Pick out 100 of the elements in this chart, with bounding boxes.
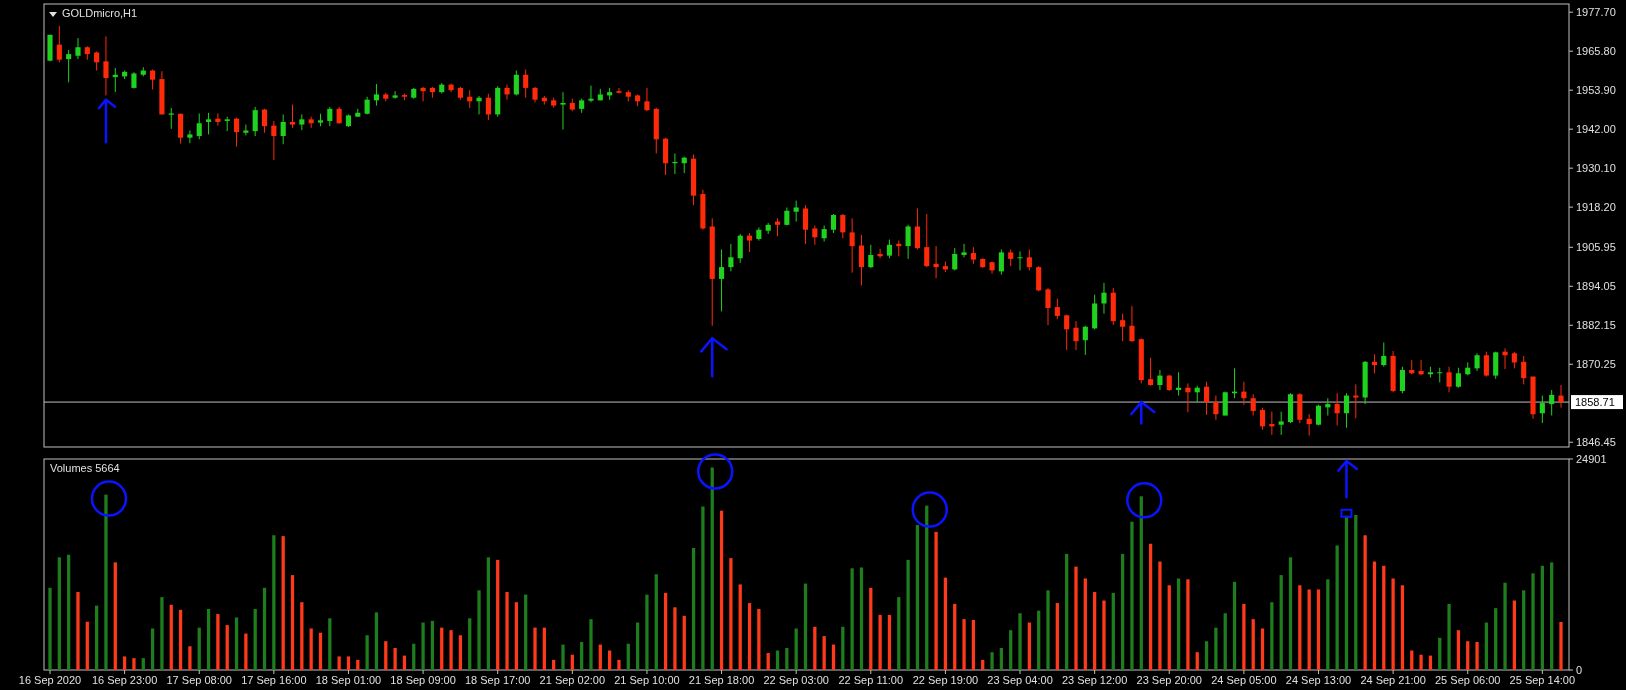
- bar: [505, 592, 509, 670]
- candlestick: [271, 120, 277, 161]
- y-tick-label: 1918.20: [1576, 201, 1616, 213]
- bar: [374, 612, 379, 670]
- candlestick: [1343, 392, 1350, 429]
- bar: [1148, 543, 1153, 670]
- bar: [234, 617, 239, 670]
- y-tick-label: 1930.10: [1576, 162, 1616, 175]
- candlestick: [1101, 282, 1107, 315]
- candlestick: [1455, 367, 1461, 389]
- candlestick: [1549, 389, 1555, 417]
- candlestick: [233, 117, 240, 148]
- candlestick: [1064, 314, 1070, 351]
- bar: [1382, 565, 1386, 670]
- x-tick-label: 23 Sep 20:00: [1136, 674, 1202, 686]
- bar: [1176, 578, 1181, 670]
- y-tick-label: 1965.80: [1576, 45, 1616, 58]
- bar: [216, 614, 220, 670]
- bar: [1494, 608, 1498, 670]
- bar: [943, 577, 948, 670]
- bar: [188, 646, 192, 670]
- candlestick: [998, 248, 1004, 276]
- bar: [981, 659, 985, 670]
- bar: [663, 592, 668, 670]
- bar: [1391, 578, 1395, 670]
- bar: [1326, 579, 1330, 670]
- bar: [514, 602, 518, 670]
- bar: [822, 636, 826, 670]
- bar: [1559, 622, 1563, 670]
- y-tick-label: 1870.25: [1576, 358, 1616, 371]
- candlestick: [513, 70, 519, 96]
- bar: [738, 584, 742, 670]
- bar: [1400, 585, 1405, 670]
- candlestick: [1054, 298, 1060, 320]
- candlestick: [1493, 351, 1499, 380]
- bar: [1419, 654, 1423, 670]
- candlestick: [1120, 313, 1126, 342]
- bar: [561, 644, 565, 670]
- candlestick: [644, 87, 650, 112]
- bar: [682, 615, 686, 670]
- bar: [598, 644, 602, 670]
- bar: [1083, 578, 1087, 670]
- candlestick: [1334, 392, 1340, 426]
- bar: [1279, 575, 1283, 670]
- bar: [272, 535, 276, 670]
- bar: [384, 641, 388, 670]
- bar: [468, 618, 472, 670]
- candlestick: [56, 25, 62, 63]
- candlestick: [1148, 357, 1154, 387]
- x-tick-label: 17 Sep 16:00: [241, 674, 307, 686]
- bar: [1027, 622, 1031, 670]
- x-tick-label: 16 Sep 2020: [18, 674, 82, 686]
- candlestick: [280, 113, 286, 145]
- bar: [1372, 561, 1377, 670]
- x-tick-label: 24 Sep 13:00: [1285, 674, 1352, 686]
- bar: [691, 547, 696, 670]
- bar: [580, 642, 584, 670]
- bar: [1316, 589, 1321, 670]
- bar: [570, 654, 574, 670]
- bar: [1475, 642, 1479, 670]
- bar: [1298, 585, 1302, 670]
- candlestick: [1502, 347, 1508, 370]
- bar: [1093, 592, 1097, 670]
- candlestick: [392, 90, 398, 100]
- bar: [999, 647, 1003, 670]
- candlestick: [261, 108, 268, 134]
- candlestick: [327, 106, 333, 127]
- candlestick: [1045, 287, 1051, 326]
- bar: [1232, 581, 1237, 670]
- bar: [85, 621, 89, 670]
- bar: [160, 597, 164, 670]
- bar: [1065, 553, 1069, 670]
- bar: [1531, 573, 1535, 670]
- bar: [1195, 652, 1199, 670]
- bar: [878, 614, 882, 670]
- bar: [95, 605, 99, 670]
- bar: [67, 554, 71, 670]
- candlestick: [784, 206, 790, 226]
- bar: [1242, 603, 1246, 670]
- bar: [113, 562, 117, 670]
- y-tick-label: 24901: [1576, 452, 1607, 465]
- bar: [1354, 514, 1358, 670]
- candlestick: [1381, 341, 1387, 368]
- bar: [486, 557, 491, 670]
- candlestick: [150, 69, 156, 91]
- bar: [757, 608, 761, 670]
- bar: [169, 604, 173, 670]
- bar: [533, 627, 537, 670]
- bar: [831, 644, 836, 670]
- bar: [496, 559, 500, 670]
- bar: [300, 602, 304, 670]
- candlestick: [1558, 384, 1564, 409]
- y-tick-label: 1882.15: [1576, 319, 1616, 332]
- bar: [542, 627, 546, 670]
- bar: [421, 622, 425, 670]
- candlestick: [1446, 366, 1452, 393]
- candlestick: [1017, 250, 1023, 271]
- candlestick: [1539, 395, 1545, 424]
- y-tick-label: 0: [1576, 663, 1583, 676]
- bar: [1550, 562, 1554, 670]
